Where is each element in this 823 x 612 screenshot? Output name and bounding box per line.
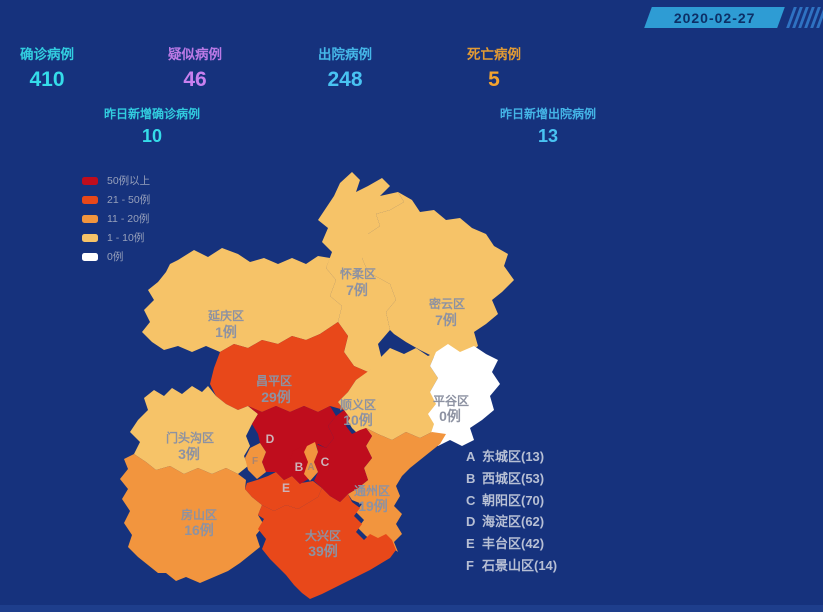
district-cases: 29例 (261, 389, 291, 405)
legend-swatch-0 (82, 252, 98, 261)
district-letter-shijingshan: F (252, 456, 258, 467)
district-key: E (466, 536, 475, 552)
stat-discharged-value: 248 (327, 68, 363, 91)
district-tongzhou[interactable] (348, 428, 446, 552)
district-shunyi[interactable] (338, 348, 446, 440)
district-count: 西城区(53) (482, 470, 545, 486)
district-miyun[interactable] (362, 192, 514, 358)
district-daxing[interactable] (258, 488, 396, 599)
central-district-list: A 东城区(13) B 西城区(53) C 朝阳区(70) D 海淀区(62) E 丰台区… (466, 446, 557, 577)
legend-swatch-21-50 (82, 195, 98, 204)
legend-label: 0例 (107, 251, 124, 263)
stat-deaths: 死亡病例 5 (424, 43, 564, 92)
district-huairou[interactable] (318, 172, 404, 372)
district-cases: 1例 (215, 324, 237, 340)
stat-new-confirmed-label: 昨日新增确诊病例 (103, 107, 200, 121)
district-count: 朝阳区(70) (482, 492, 545, 508)
district-count: 东城区(13) (482, 449, 545, 464)
legend-swatch-1-10 (82, 233, 98, 242)
district-cases: 7例 (346, 282, 368, 298)
stat-confirmed-label: 确诊病例 (20, 47, 74, 62)
list-item: A 东城区(13) (466, 446, 557, 468)
district-key: B (466, 470, 476, 486)
district-yanqing[interactable] (142, 248, 342, 352)
district-label: 大兴区 (305, 528, 341, 543)
stat-suspected-label: 疑似病例 (168, 47, 222, 62)
stat-confirmed-value: 410 (29, 68, 65, 91)
legend-label: 1 - 10例 (107, 232, 145, 244)
district-cases: 3例 (178, 446, 200, 462)
district-dongcheng[interactable] (304, 442, 318, 481)
list-item: E 丰台区(42) (466, 533, 557, 555)
district-label: 门头沟区 (166, 430, 214, 445)
district-label: 昌平区 (256, 374, 292, 388)
district-cases: 19例 (358, 498, 388, 514)
district-cases: 10例 (343, 412, 373, 428)
district-changping[interactable] (210, 322, 368, 412)
district-letter-dongcheng: A (307, 462, 314, 473)
district-label: 房山区 (181, 507, 217, 522)
district-letter-fengtai: E (282, 481, 290, 495)
district-label: 平谷区 (433, 393, 469, 408)
district-letter-haidian: D (266, 432, 275, 446)
district-fangshan[interactable] (120, 454, 264, 583)
stat-deaths-label: 死亡病例 (467, 47, 521, 62)
legend-label: 50例以上 (107, 175, 151, 187)
legend-label: 11 - 20例 (107, 213, 150, 225)
map-legend: 50例以上 21 - 50例 11 - 20例 1 - 10例 0例 (82, 171, 150, 266)
legend-item-1-10[interactable]: 1 - 10例 (82, 228, 150, 247)
district-count: 丰台区(42) (482, 536, 545, 552)
district-pinggu[interactable] (428, 344, 500, 446)
district-cases: 7例 (435, 312, 457, 328)
district-label: 密云区 (429, 296, 465, 311)
district-key: F (466, 557, 474, 573)
stat-new-discharged: 昨日新增出院病例 13 (468, 105, 628, 147)
district-cases: 0例 (439, 408, 461, 424)
district-chaoyang[interactable] (314, 410, 372, 502)
district-key: A (466, 449, 476, 464)
stat-suspected-value: 46 (183, 68, 207, 91)
district-label: 通州区 (354, 483, 390, 498)
district-label: 怀柔区 (340, 266, 376, 281)
district-cases: 39例 (308, 543, 338, 559)
stat-new-confirmed-value: 10 (141, 126, 163, 146)
district-haidian[interactable] (248, 406, 336, 484)
district-count: 石景山区(14) (482, 557, 558, 573)
stat-deaths-value: 5 (488, 68, 500, 91)
district-cases: 16例 (184, 522, 214, 538)
district-label: 顺义区 (340, 397, 376, 412)
stat-discharged-label: 出院病例 (318, 47, 372, 62)
legend-item-0[interactable]: 0例 (82, 247, 150, 266)
legend-swatch-50plus (82, 176, 98, 185)
district-key: C (466, 492, 476, 508)
district-fengtai[interactable] (245, 472, 322, 511)
district-shijingshan[interactable] (245, 443, 266, 479)
stat-discharged: 出院病例 248 (275, 43, 415, 92)
district-letter-chaoyang: C (321, 455, 330, 469)
district-letter-xicheng: B (295, 460, 304, 474)
stat-confirmed: 确诊病例 410 (0, 43, 117, 92)
district-label: 延庆区 (207, 308, 244, 323)
bottom-bar (0, 605, 823, 612)
legend-item-21-50[interactable]: 21 - 50例 (82, 190, 150, 209)
list-item: F 石景山区(14) (466, 555, 557, 577)
legend-item-50plus[interactable]: 50例以上 (82, 171, 150, 190)
district-xicheng[interactable] (290, 446, 308, 482)
list-item: C 朝阳区(70) (466, 490, 557, 512)
legend-label: 21 - 50例 (107, 194, 151, 206)
district-key: D (466, 514, 476, 530)
legend-swatch-11-20 (82, 214, 98, 223)
stat-new-discharged-value: 13 (537, 126, 559, 146)
district-count: 海淀区(62) (482, 514, 545, 530)
legend-item-11-20[interactable]: 11 - 20例 (82, 209, 150, 228)
list-item: D 海淀区(62) (466, 511, 557, 533)
stat-new-confirmed: 昨日新增确诊病例 10 (72, 105, 232, 147)
stat-new-discharged-label: 昨日新增出院病例 (499, 107, 596, 121)
list-item: B 西城区(53) (466, 468, 557, 490)
district-mentougou[interactable] (130, 386, 258, 474)
stat-suspected: 疑似病例 46 (125, 43, 265, 92)
